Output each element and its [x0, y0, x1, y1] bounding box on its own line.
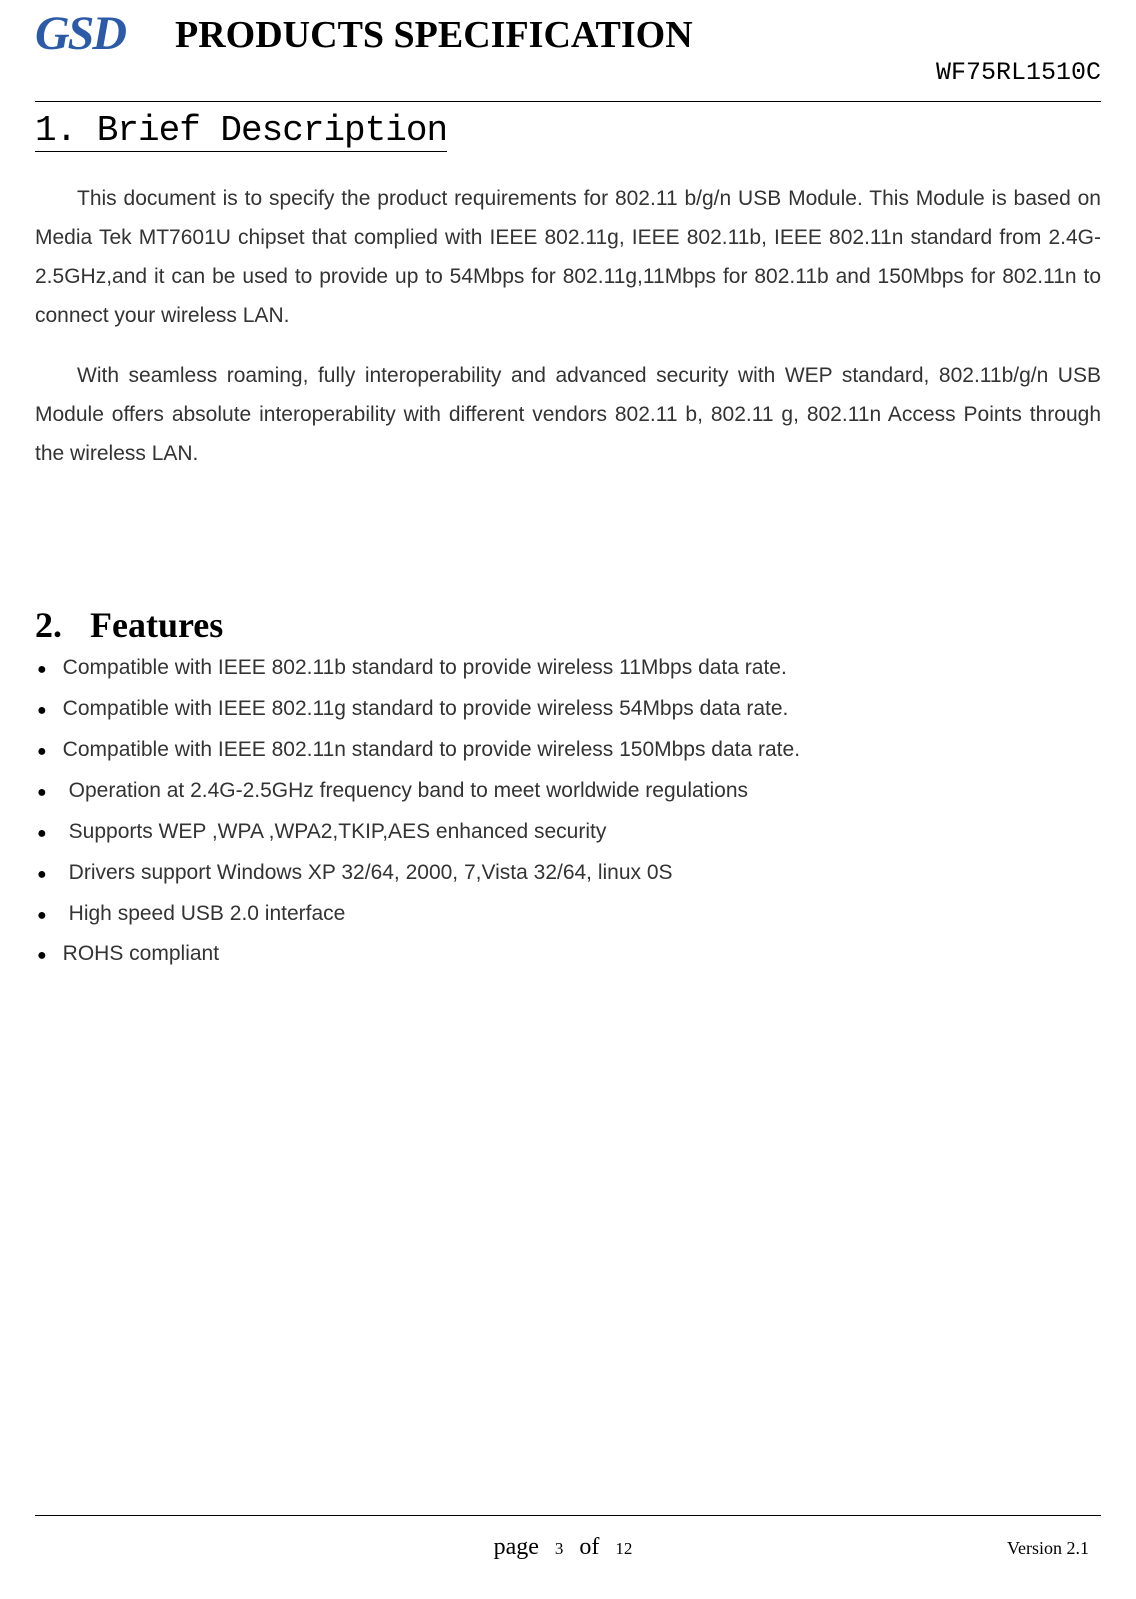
- company-logo: GSD: [35, 6, 125, 61]
- page-of-label: of: [579, 1534, 599, 1560]
- page-total: 12: [615, 1539, 632, 1558]
- feature-item: High speed USB 2.0 interface: [35, 894, 1101, 935]
- version-info: Version 2.1: [1007, 1538, 1089, 1559]
- footer-content: page 3 of 12 Version 2.1: [35, 1534, 1101, 1561]
- feature-item: ROHS compliant: [35, 934, 1101, 975]
- section-2-title: Features: [90, 605, 223, 645]
- version-value: 2.1: [1067, 1538, 1090, 1558]
- footer-divider: [35, 1515, 1101, 1516]
- section-2-heading: 2. Features: [35, 604, 1101, 646]
- page-number: page 3 of 12: [494, 1534, 643, 1561]
- feature-item: Compatible with IEEE 802.11b standard to…: [35, 648, 1101, 689]
- page-label: page: [494, 1534, 539, 1560]
- document-footer: page 3 of 12 Version 2.1: [35, 1515, 1101, 1561]
- feature-item: Supports WEP ,WPA ,WPA2,TKIP,AES enhance…: [35, 812, 1101, 853]
- section-1-heading: 1. Brief Description: [35, 110, 447, 152]
- product-code: WF75RL1510C: [936, 58, 1101, 87]
- section-1-para-2: With seamless roaming, fully interoperab…: [35, 357, 1101, 474]
- feature-item: Operation at 2.4G-2.5GHz frequency band …: [35, 771, 1101, 812]
- section-1-para-1: This document is to specify the product …: [35, 180, 1101, 335]
- feature-item: Compatible with IEEE 802.11g standard to…: [35, 689, 1101, 730]
- feature-item: Compatible with IEEE 802.11n standard to…: [35, 730, 1101, 771]
- features-list: Compatible with IEEE 802.11b standard to…: [35, 648, 1101, 976]
- header-divider: [35, 101, 1101, 102]
- section-2-number: 2.: [35, 605, 62, 645]
- document-title: PRODUCTS SPECIFICATION: [175, 13, 693, 57]
- section-1-body: This document is to specify the product …: [35, 180, 1101, 474]
- page-current: 3: [555, 1539, 564, 1558]
- version-label: Version: [1007, 1538, 1062, 1558]
- document-header: GSD PRODUCTS SPECIFICATION WF75RL1510C: [35, 0, 1101, 61]
- feature-item: Drivers support Windows XP 32/64, 2000, …: [35, 853, 1101, 894]
